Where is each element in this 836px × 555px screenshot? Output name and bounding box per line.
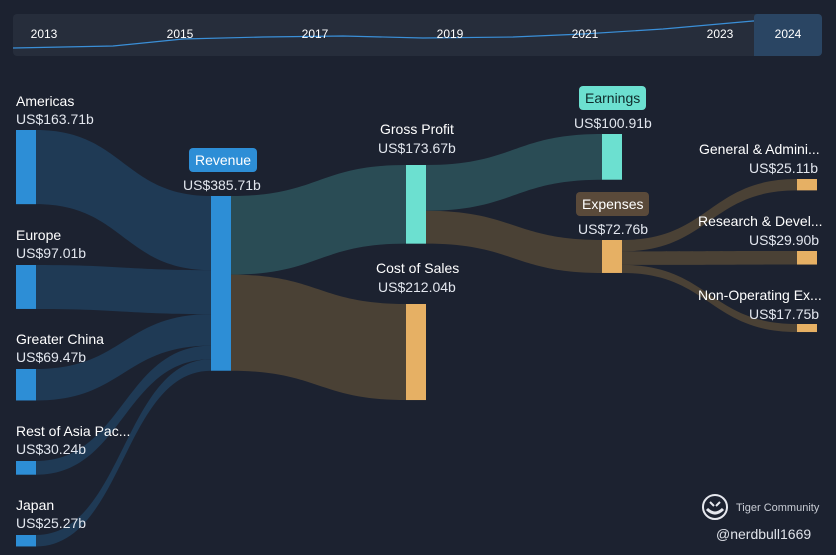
flow-expenses-to-nonop bbox=[622, 264, 797, 333]
node-gross_profit bbox=[406, 165, 426, 244]
flow-europe-to-revenue bbox=[36, 265, 211, 315]
flow-gross_profit-to-earnings bbox=[426, 134, 602, 211]
flow-gross_profit-to-expenses bbox=[426, 210, 602, 273]
label-non-operating: Non-Operating Ex... bbox=[698, 287, 822, 303]
node-americas bbox=[16, 130, 36, 205]
label-general-admin: General & Admini... bbox=[699, 141, 820, 157]
label-expenses: Expenses bbox=[576, 192, 650, 216]
value-gross-profit: US$173.67b bbox=[378, 140, 456, 156]
value-general-admin: US$25.11b bbox=[749, 160, 819, 176]
year-timeline[interactable]: 2013 2015 2017 2019 2021 2023 2024 bbox=[13, 14, 822, 56]
year-2024[interactable]: 2024 bbox=[774, 27, 802, 41]
value-earnings: US$100.91b bbox=[574, 115, 652, 131]
label-gross-profit: Gross Profit bbox=[380, 121, 454, 137]
node-expenses bbox=[602, 240, 622, 273]
flow-americas-to-revenue bbox=[36, 130, 211, 271]
node-greater_china bbox=[16, 369, 36, 401]
label-cost-of-sales: Cost of Sales bbox=[376, 260, 460, 276]
timeline-trend-line bbox=[13, 19, 822, 49]
label-japan: Japan bbox=[16, 497, 55, 513]
value-non-operating: US$17.75b bbox=[749, 306, 820, 322]
year-2019[interactable]: 2019 bbox=[436, 27, 464, 41]
year-2021[interactable]: 2021 bbox=[571, 27, 599, 41]
flow-rest_asia-to-revenue bbox=[36, 345, 211, 475]
flow-revenue-to-cost_of_sales bbox=[231, 274, 406, 401]
value-cost-of-sales: US$212.04b bbox=[378, 279, 456, 295]
flow-expenses-to-rd bbox=[622, 251, 797, 265]
label-americas: Americas bbox=[16, 93, 75, 109]
value-revenue: US$385.71b bbox=[183, 177, 261, 193]
label-greater-china: Greater China bbox=[16, 331, 104, 347]
tiger-logo-icon bbox=[702, 494, 728, 520]
year-2015[interactable]: 2015 bbox=[166, 27, 194, 41]
watermark-user: @nerdbull1669 bbox=[716, 526, 812, 542]
value-expenses: US$72.76b bbox=[578, 221, 649, 237]
value-japan: US$25.27b bbox=[16, 515, 87, 531]
node-revenue bbox=[211, 196, 231, 371]
watermark-brand: Tiger Community bbox=[736, 502, 820, 514]
label-research-dev: Research & Devel... bbox=[698, 213, 823, 229]
node-ga bbox=[797, 179, 817, 191]
value-research-dev: US$29.90b bbox=[749, 232, 820, 248]
year-selected-highlight[interactable] bbox=[754, 14, 822, 56]
flow-greater_china-to-revenue bbox=[36, 314, 211, 401]
value-greater-china: US$69.47b bbox=[16, 349, 87, 365]
node-earnings bbox=[602, 134, 622, 180]
value-europe: US$97.01b bbox=[16, 245, 87, 261]
flow-japan-to-revenue bbox=[36, 359, 211, 547]
flow-revenue-to-gross_profit bbox=[231, 165, 406, 275]
flow-expenses-to-ga bbox=[622, 179, 797, 252]
label-europe: Europe bbox=[16, 227, 62, 243]
year-2013[interactable]: 2013 bbox=[30, 27, 58, 41]
label-revenue: Revenue bbox=[189, 148, 258, 172]
node-europe bbox=[16, 265, 36, 309]
node-rd bbox=[797, 251, 817, 265]
year-2017[interactable]: 2017 bbox=[301, 27, 329, 41]
value-rest-of-asia: US$30.24b bbox=[16, 441, 87, 457]
node-cost_of_sales bbox=[406, 304, 426, 401]
node-rest_asia bbox=[16, 461, 36, 475]
watermark: Tiger Community @nerdbull1669 bbox=[700, 492, 830, 552]
year-2023[interactable]: 2023 bbox=[706, 27, 734, 41]
label-rest-of-asia: Rest of Asia Pac... bbox=[16, 423, 131, 439]
node-nonop bbox=[797, 324, 817, 333]
value-americas: US$163.71b bbox=[16, 111, 94, 127]
node-japan bbox=[16, 535, 36, 547]
label-earnings: Earnings bbox=[579, 86, 647, 110]
